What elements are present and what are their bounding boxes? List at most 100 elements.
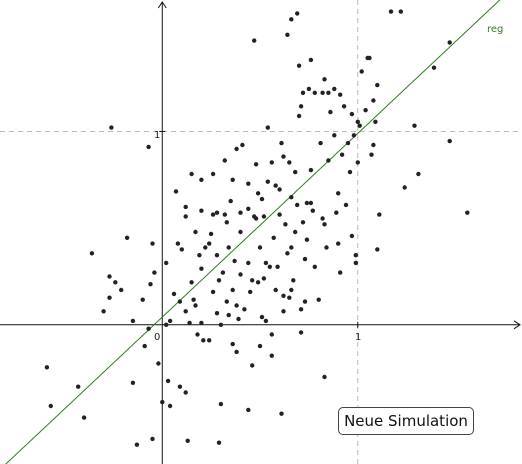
data-point — [291, 278, 296, 283]
data-point — [152, 270, 157, 275]
data-point — [179, 247, 184, 252]
data-point — [250, 278, 255, 283]
data-point — [253, 216, 259, 221]
data-point — [246, 206, 251, 211]
data-point — [248, 289, 253, 295]
data-point — [298, 307, 304, 312]
data-point — [447, 138, 452, 144]
data-point — [107, 274, 112, 279]
data-point — [230, 287, 235, 293]
data-point — [345, 140, 351, 146]
data-point — [308, 167, 314, 173]
data-point — [142, 343, 147, 349]
data-point — [164, 260, 169, 266]
data-point — [263, 260, 269, 266]
data-point — [355, 160, 360, 165]
data-point — [250, 363, 255, 368]
data-point — [230, 177, 235, 182]
data-point — [107, 295, 112, 300]
data-point — [322, 374, 327, 380]
data-point — [203, 245, 208, 250]
data-point — [216, 278, 222, 283]
data-point — [76, 384, 81, 389]
data-point — [296, 63, 302, 68]
data-point — [199, 177, 204, 182]
data-point — [218, 322, 224, 327]
data-point — [269, 332, 274, 337]
data-point — [367, 55, 372, 61]
data-point — [193, 303, 198, 308]
data-point — [332, 86, 337, 92]
data-point — [191, 297, 196, 302]
data-point — [289, 17, 294, 22]
data-point — [199, 266, 204, 271]
data-point — [146, 144, 151, 150]
origin-tick-label: 0 — [154, 332, 160, 343]
data-point — [242, 307, 247, 312]
data-point — [214, 210, 220, 215]
regression-line-label: reg — [487, 24, 503, 35]
data-point — [341, 104, 347, 109]
data-point — [240, 142, 245, 148]
x-axis-arrow — [513, 320, 521, 330]
data-point — [228, 198, 233, 204]
data-point — [279, 140, 284, 146]
data-point — [222, 158, 227, 163]
data-point — [183, 204, 188, 210]
data-point — [119, 287, 124, 293]
data-point — [89, 251, 95, 256]
data-point — [187, 320, 192, 326]
data-point — [224, 220, 229, 225]
data-point — [130, 318, 136, 324]
data-point — [375, 247, 380, 252]
data-point — [146, 326, 151, 331]
data-point — [189, 171, 194, 177]
data-point — [175, 241, 181, 246]
data-point — [220, 270, 226, 275]
data-point — [349, 233, 355, 239]
data-point — [261, 276, 267, 281]
data-point — [375, 82, 380, 88]
data-point — [283, 222, 288, 227]
data-point — [326, 158, 331, 163]
data-point — [164, 322, 169, 327]
data-point — [289, 195, 294, 200]
data-point — [257, 245, 263, 250]
data-point — [259, 314, 265, 320]
data-point — [431, 65, 437, 70]
data-point — [310, 208, 315, 213]
data-point — [336, 191, 341, 196]
data-point — [273, 287, 278, 293]
data-point — [273, 183, 278, 188]
data-point — [224, 299, 229, 304]
data-point — [285, 251, 290, 256]
data-point — [150, 436, 155, 442]
data-point — [293, 169, 298, 175]
data-point — [304, 237, 310, 242]
data-point — [289, 245, 294, 250]
data-point — [259, 196, 265, 202]
data-point — [177, 299, 183, 304]
data-point — [253, 162, 259, 167]
data-point — [277, 212, 282, 217]
data-point — [246, 181, 251, 186]
data-point — [302, 299, 308, 304]
data-point — [287, 160, 292, 165]
data-point — [349, 111, 355, 117]
data-point — [465, 210, 470, 215]
data-point — [351, 133, 357, 138]
data-point — [336, 241, 341, 246]
data-point — [295, 202, 300, 208]
data-points — [44, 9, 470, 447]
data-point — [279, 411, 284, 416]
data-point — [353, 253, 358, 258]
data-point — [156, 361, 161, 366]
data-point — [230, 341, 235, 347]
data-point — [377, 212, 382, 217]
data-point — [326, 90, 331, 96]
y-tick-label-1: 1 — [154, 130, 160, 141]
new-simulation-button[interactable]: Neue Simulation — [338, 407, 474, 435]
